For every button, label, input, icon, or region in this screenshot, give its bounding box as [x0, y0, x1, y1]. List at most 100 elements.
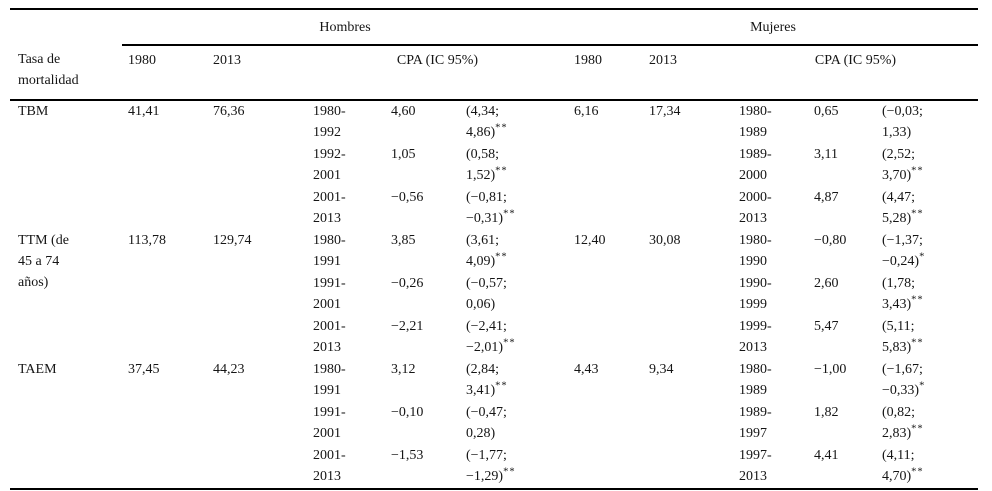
hombres-period: 1992-2001 — [313, 147, 346, 183]
ci-text: (−0,57; 0,06) — [466, 276, 507, 312]
mujeres-ci-cell: (−1,67; −0,33)* — [876, 359, 978, 402]
mujeres-2013-value: 9,34 — [649, 362, 674, 377]
hombres-1980-value: 37,45 — [128, 362, 160, 377]
significance-marker: ** — [495, 122, 508, 134]
ci-text: (−0,03; 1,33) — [882, 104, 923, 140]
ci-text: (2,52; 3,70) — [882, 147, 916, 183]
hombres-period: 2001-2013 — [313, 448, 346, 484]
row-label: TAEM — [18, 362, 57, 377]
hombres-period: 1991-2001 — [313, 276, 346, 312]
mujeres-cpa-value: −0,80 — [814, 233, 847, 248]
column-header-row: Tasa de mortalidad 1980 2013 CPA (IC 95%… — [10, 45, 979, 101]
hombres-ci-cell: (−0,47; 0,28) — [460, 402, 568, 445]
column-header-mujeres-1980: 1980 — [568, 45, 643, 101]
hombres-cpa-value: 4,60 — [391, 104, 416, 119]
hombres-ci-cell: (−1,77; −1,29)** — [460, 445, 568, 489]
hombres-period: 2001-2013 — [313, 319, 346, 355]
hombres-ci-cell: (4,34; 4,86)** — [460, 100, 568, 144]
mujeres-cpa-value: 4,87 — [814, 190, 839, 205]
hombres-ci-cell: (−0,57; 0,06) — [460, 273, 568, 316]
significance-marker: ** — [911, 337, 924, 349]
significance-marker: ** — [495, 165, 508, 177]
mujeres-ci-cell: (4,47; 5,28)** — [876, 187, 978, 230]
significance-marker: ** — [911, 165, 924, 177]
mujeres-period: 1989-1997 — [739, 405, 772, 441]
mujeres-period: 2000-2013 — [739, 190, 772, 226]
ci-text: (0,82; 2,83) — [882, 405, 916, 441]
mujeres-period: 1999-2013 — [739, 319, 772, 355]
mortality-table: Hombres Mujeres Tasa de mortalidad 1980 … — [10, 8, 979, 490]
mujeres-1980-value: 6,16 — [574, 104, 599, 119]
mujeres-cpa-value: 2,60 — [814, 276, 839, 291]
hombres-1980-value: 113,78 — [128, 233, 166, 248]
mujeres-ci-cell: (2,52; 3,70)** — [876, 144, 978, 187]
column-header-hombres-1980: 1980 — [122, 45, 207, 101]
mujeres-ci-cell: (−0,03; 1,33) — [876, 100, 978, 144]
table-row: 1992-2001 1,05 (0,58; 1,52)** 1989-2000 … — [10, 144, 978, 187]
mujeres-ci-cell: (1,78; 3,43)** — [876, 273, 978, 316]
group-header-row: Hombres Mujeres — [10, 9, 979, 46]
mujeres-cpa-value: 4,41 — [814, 448, 839, 463]
table-row: TTM (de 45 a 74 años) 113,78 129,74 1980… — [10, 230, 978, 290]
mujeres-period: 1990-1999 — [739, 276, 772, 312]
hombres-ci-cell: (0,58; 1,52)** — [460, 144, 568, 187]
ci-text: (2,84; 3,41) — [466, 362, 500, 398]
column-header-row-label: Tasa de mortalidad — [10, 45, 122, 101]
hombres-cpa-value: −2,21 — [391, 319, 424, 334]
significance-marker: ** — [503, 466, 516, 478]
hombres-cpa-value: −0,26 — [391, 276, 424, 291]
group-header-spacer — [10, 9, 122, 45]
ci-text: (1,78; 3,43) — [882, 276, 916, 312]
ci-text: (−0,47; 0,28) — [466, 405, 507, 441]
group-header-hombres: Hombres — [122, 9, 568, 46]
table-row: 1991-2001 −0,10 (−0,47; 0,28) 1989-1997 … — [10, 402, 978, 445]
mujeres-ci-cell: (4,11; 4,70)** — [876, 445, 978, 489]
table-row: TBM 41,41 76,36 1980-1992 4,60 (4,34; 4,… — [10, 100, 978, 144]
ci-text: (4,47; 5,28) — [882, 190, 916, 226]
mujeres-1980-value: 12,40 — [574, 233, 606, 248]
significance-marker: * — [919, 251, 926, 263]
significance-marker: ** — [495, 380, 508, 392]
ci-text: (−0,81; −0,31) — [466, 190, 507, 226]
ci-text: (4,11; 4,70) — [882, 448, 915, 484]
mujeres-2013-value: 30,08 — [649, 233, 681, 248]
column-header-mujeres-2013: 2013 — [643, 45, 733, 101]
hombres-period: 1991-2001 — [313, 405, 346, 441]
ci-text: (4,34; 4,86) — [466, 104, 500, 140]
hombres-period: 1980-1991 — [313, 233, 346, 269]
ci-text: (3,61; 4,09) — [466, 233, 500, 269]
hombres-cpa-value: −0,56 — [391, 190, 424, 205]
mujeres-period: 1980-1990 — [739, 233, 772, 269]
mujeres-ci-cell: (5,11; 5,83)** — [876, 316, 978, 359]
hombres-ci-cell: (3,61; 4,09)** — [460, 230, 568, 273]
hombres-period: 2001-2013 — [313, 190, 346, 226]
hombres-2013-value: 76,36 — [213, 104, 245, 119]
table-row: 2001-2013 −2,21 (−2,41; −2,01)** 1999-20… — [10, 316, 978, 359]
table-row: 1991-2001 −0,26 (−0,57; 0,06) 1990-1999 … — [10, 273, 978, 316]
table-row: 2001-2013 −0,56 (−0,81; −0,31)** 2000-20… — [10, 187, 978, 230]
ci-text: (0,58; 1,52) — [466, 147, 500, 183]
ci-text: (−2,41; −2,01) — [466, 319, 507, 355]
significance-marker: ** — [495, 251, 508, 263]
hombres-cpa-value: −1,53 — [391, 448, 424, 463]
hombres-cpa-value: −0,10 — [391, 405, 424, 420]
hombres-ci-cell: (−0,81; −0,31)** — [460, 187, 568, 230]
group-header-mujeres: Mujeres — [568, 9, 979, 46]
hombres-cpa-value: 3,12 — [391, 362, 416, 377]
mujeres-period: 1980-1989 — [739, 362, 772, 398]
ci-text: (−1,67; −0,33) — [882, 362, 923, 398]
row-label: TBM — [18, 104, 49, 119]
mujeres-cpa-value: −1,00 — [814, 362, 847, 377]
table-row: 2001-2013 −1,53 (−1,77; −1,29)** 1997-20… — [10, 445, 978, 489]
mujeres-cpa-value: 5,47 — [814, 319, 839, 334]
significance-marker: * — [919, 380, 926, 392]
hombres-period: 1980-1991 — [313, 362, 346, 398]
mujeres-cpa-value: 0,65 — [814, 104, 839, 119]
hombres-cpa-value: 1,05 — [391, 147, 416, 162]
hombres-ci-cell: (2,84; 3,41)** — [460, 359, 568, 402]
column-header-mujeres-cpa: CPA (IC 95%) — [733, 45, 979, 101]
significance-marker: ** — [911, 208, 924, 220]
column-header-hombres-2013: 2013 — [207, 45, 307, 101]
significance-marker: ** — [503, 337, 516, 349]
